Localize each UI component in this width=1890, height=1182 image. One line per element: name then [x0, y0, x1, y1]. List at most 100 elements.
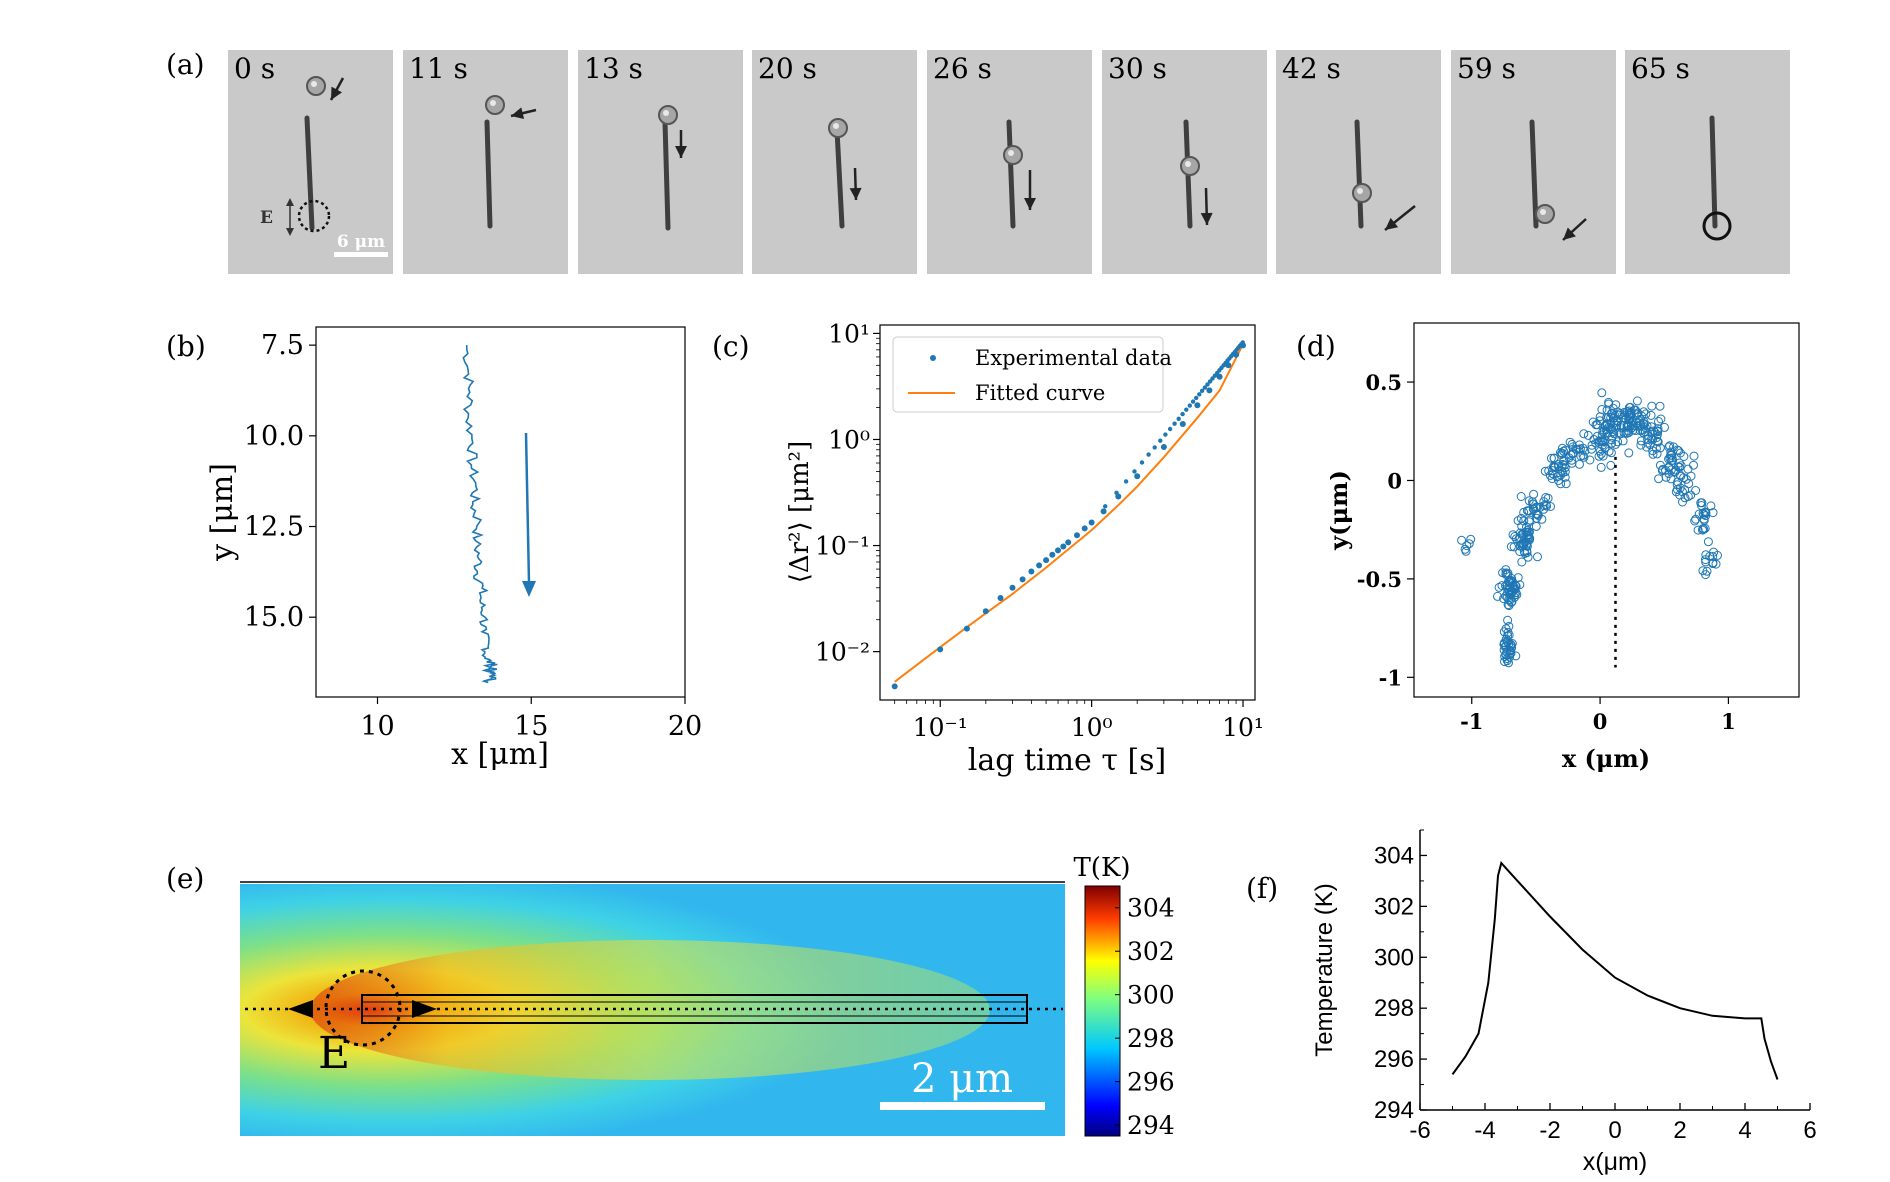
data-point	[1461, 546, 1471, 556]
frame-time-label: 30 s	[1108, 52, 1167, 85]
data-point	[1139, 460, 1145, 465]
legend-label-data: Experimental data	[975, 346, 1172, 370]
data-point	[1689, 451, 1699, 461]
data-point	[1205, 382, 1210, 387]
data-point	[1561, 445, 1570, 455]
data-point	[1517, 557, 1527, 567]
y-tick-label: 294	[1374, 1097, 1414, 1124]
data-point	[1679, 452, 1689, 461]
legend: Experimental data Fitted curve	[892, 336, 1172, 413]
data-point	[1194, 402, 1201, 409]
data-point	[1504, 585, 1514, 595]
nanorod	[662, 119, 671, 231]
frame-time-label: 0 s	[234, 52, 276, 85]
data-point	[1703, 537, 1713, 547]
data-point	[1654, 416, 1663, 426]
data-point	[1597, 405, 1607, 414]
data-point	[1179, 421, 1186, 427]
x-axis-label: x (μm)	[1562, 744, 1650, 773]
temperature-curve	[1451, 861, 1779, 1080]
motion-arrowhead	[849, 187, 862, 200]
scale-bar-label: 2 μm	[911, 1056, 1013, 1102]
data-point	[1671, 487, 1681, 497]
data-point	[1518, 538, 1528, 548]
data-point	[1699, 524, 1709, 534]
data-point	[1567, 439, 1577, 449]
colorbar-title: T(K)	[1073, 853, 1130, 883]
data-point	[1667, 450, 1677, 460]
data-point	[1043, 557, 1050, 564]
data-point	[1506, 542, 1516, 552]
data-point	[1516, 492, 1526, 501]
field-label: E	[318, 1028, 350, 1079]
data-point	[1604, 446, 1614, 456]
data-point	[1167, 426, 1173, 432]
data-point	[1597, 388, 1607, 398]
y-tick-label: 302	[1374, 893, 1414, 920]
nanorod-outline	[361, 994, 1028, 1024]
data-point	[1672, 480, 1682, 490]
data-point	[1602, 419, 1612, 429]
data-point	[1700, 523, 1710, 533]
y-tick-label: 296	[1374, 1046, 1414, 1073]
data-point	[1516, 513, 1526, 523]
data-point	[1506, 640, 1516, 650]
data-point	[1666, 456, 1676, 466]
data-point	[1501, 565, 1511, 575]
data-point	[1598, 451, 1608, 461]
panel-label-b: (b)	[166, 330, 206, 363]
data-point	[1694, 509, 1704, 519]
nanorod	[1354, 119, 1364, 229]
field-arrowhead	[286, 198, 294, 206]
y-tick-label: 15.0	[244, 602, 304, 633]
data-point	[1594, 451, 1604, 461]
colorbar	[1084, 885, 1121, 1137]
micrograph-frame: 42 s	[1276, 50, 1441, 274]
data-point	[891, 683, 898, 690]
plot-frame	[1413, 322, 1800, 698]
data-point	[1206, 387, 1213, 394]
data-point	[1561, 479, 1571, 489]
data-point	[1585, 455, 1595, 465]
data-point	[1216, 373, 1223, 380]
nanorod	[1709, 115, 1718, 229]
data-point	[1616, 420, 1626, 430]
y-tick-label: 10⁻²	[815, 638, 870, 667]
legend-label-fit: Fitted curve	[975, 381, 1105, 405]
trapped-particle-circle	[324, 969, 402, 1047]
data-point	[1595, 412, 1605, 422]
data-point	[1686, 490, 1696, 500]
data-point	[1049, 551, 1056, 558]
micrograph-frame: 26 s	[927, 50, 1092, 274]
data-point	[1559, 446, 1568, 456]
data-point	[963, 625, 970, 632]
x-tick-label: 4	[1738, 1117, 1751, 1144]
y-tick-label: 10¹	[828, 319, 870, 348]
data-point	[1503, 587, 1513, 597]
x-axis-label: x [μm]	[451, 737, 549, 772]
data-point	[1163, 432, 1168, 437]
y-tick-label: 298	[1374, 995, 1414, 1022]
frame-time-label: 13 s	[584, 52, 643, 85]
plot-frame	[879, 324, 1256, 701]
x-tick-label: -2	[1539, 1117, 1560, 1144]
motion-arrowhead	[1385, 217, 1399, 230]
data-point	[1698, 508, 1708, 518]
position-scatter-plot: -1 0 1 -1 -0.5 0 0.5 x (μm) y(μm)	[1330, 322, 1800, 773]
data-point	[982, 608, 989, 615]
data-point	[1700, 507, 1710, 517]
data-point	[1579, 429, 1589, 439]
data-point	[1643, 434, 1653, 444]
data-point	[1567, 458, 1577, 468]
data-point	[1494, 582, 1504, 592]
micrograph-frame: 30 s	[1102, 50, 1267, 274]
data-point	[1524, 517, 1534, 527]
data-point	[1655, 401, 1665, 411]
particle-highlight	[311, 81, 317, 87]
data-point	[1506, 646, 1516, 656]
data-point	[1576, 451, 1586, 461]
y-axis-label: y(μm)	[1330, 470, 1353, 551]
data-point	[1515, 541, 1525, 551]
data-point	[1503, 628, 1513, 637]
data-point	[1532, 502, 1542, 512]
